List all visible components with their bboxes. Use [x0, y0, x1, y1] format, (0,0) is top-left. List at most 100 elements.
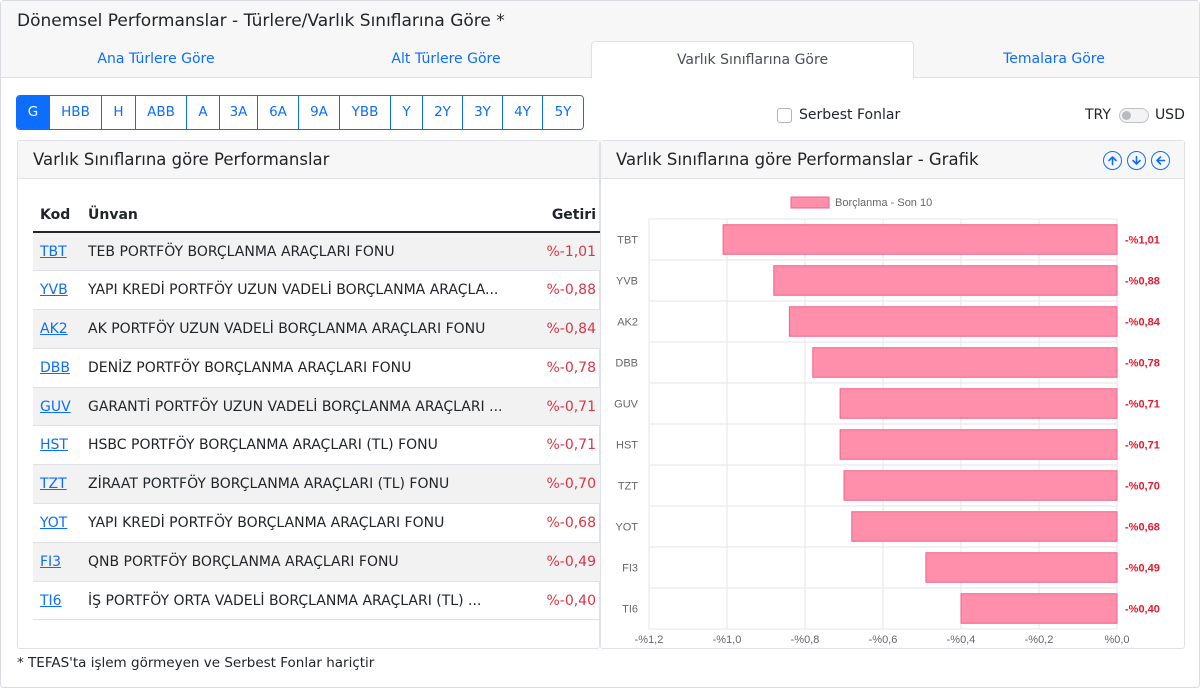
arrow-up-circle-icon[interactable]: [1103, 151, 1122, 170]
fund-code-cell: HST: [33, 425, 81, 466]
table-row: FI3 QNB PORTFÖY BORÇLANMA ARAÇLARI FONU %-…: [33, 542, 603, 582]
y-category-label: AK2: [617, 317, 638, 329]
period-button-4y[interactable]: 4Y: [503, 96, 543, 129]
fund-code-link[interactable]: YVB: [40, 282, 68, 299]
fund-return-cell: %-1,01: [523, 232, 603, 272]
fund-name-cell: İŞ PORTFÖY ORTA VADELİ BORÇLANMA ARAÇLAR…: [81, 581, 523, 621]
column-header-getiri[interactable]: Getiri: [523, 199, 603, 233]
fund-return-cell: %-0,71: [523, 387, 603, 427]
bar-value-label: -%0,68: [1125, 522, 1160, 534]
period-button-3y[interactable]: 3Y: [463, 96, 503, 129]
fund-return-cell: %-0,40: [523, 581, 603, 621]
y-category-label: TI6: [622, 604, 638, 616]
table-panel-title: Varlık Sınıflarına göre Performanslar: [33, 150, 330, 169]
table-row: TI6 İŞ PORTFÖY ORTA VADELİ BORÇLANMA ARAÇ…: [33, 581, 603, 621]
tab-alt-turler[interactable]: Alt Türlere Göre: [391, 51, 501, 67]
card-header: Dönemsel Performanslar - Türlere/Varlık …: [1, 1, 1199, 79]
serbest-fonlar-checkbox[interactable]: [777, 107, 792, 123]
fund-name-cell: AK PORTFÖY UZUN VADELİ BORÇLANMA ARAÇLAR…: [81, 309, 523, 349]
performance-table: Kod Ünvan Getiri TBT TEB PORTFÖY BORÇLANM…: [33, 199, 603, 621]
column-header-kod[interactable]: Kod: [33, 199, 81, 233]
fund-return-cell: %-0,78: [523, 348, 603, 388]
x-tick-label: -%1,0: [713, 634, 742, 646]
fund-return-cell: %-0,71: [523, 425, 603, 466]
period-button-hbb[interactable]: HBB: [50, 96, 102, 129]
x-tick-label: -%0,6: [869, 634, 898, 646]
fund-name-cell: DENİZ PORTFÖY BORÇLANMA ARAÇLARI FONU: [81, 348, 523, 388]
fund-code-link[interactable]: HST: [40, 437, 68, 454]
fund-name-cell: TEB PORTFÖY BORÇLANMA ARAÇLARI FONU: [81, 232, 523, 272]
period-button-3a[interactable]: 3A: [220, 96, 258, 129]
table-row: TBT TEB PORTFÖY BORÇLANMA ARAÇLARI FONU %-…: [33, 232, 603, 272]
period-button-g[interactable]: G: [17, 96, 50, 129]
table-panel: Varlık Sınıflarına göre Performanslar Ko…: [17, 140, 603, 649]
x-tick-label: -%0,2: [1025, 634, 1054, 646]
bar-value-label: -%0,71: [1125, 399, 1160, 411]
bar-value-label: -%1,01: [1125, 235, 1160, 247]
bar-value-label: -%0,78: [1125, 358, 1160, 370]
fund-code-link[interactable]: TBT: [40, 243, 67, 260]
x-tick-label: -%1,2: [635, 634, 664, 646]
bar-yvb: [773, 265, 1118, 296]
fund-code-link[interactable]: AK2: [40, 320, 68, 337]
fund-code-link[interactable]: TI6: [40, 592, 62, 609]
period-button-group: G HBB H ABB A 3A 6A 9A YBB Y 2Y 3Y 4Y 5Y: [16, 95, 584, 130]
y-category-label: YVB: [616, 276, 638, 288]
fund-code-link[interactable]: FI3: [40, 553, 62, 570]
bar-value-label: -%0,71: [1125, 440, 1160, 452]
fund-code-cell: TZT: [33, 464, 81, 505]
bar-hst: [839, 429, 1118, 460]
tab-temalar[interactable]: Temalara Göre: [1003, 51, 1105, 67]
arrow-left-circle-icon[interactable]: [1151, 151, 1170, 170]
bar-value-label: -%0,70: [1125, 481, 1160, 493]
table-row: AK2 AK PORTFÖY UZUN VADELİ BORÇLANMA ARAÇ…: [33, 309, 603, 349]
fund-code-link[interactable]: GUV: [40, 398, 71, 415]
bar-guv: [839, 388, 1118, 419]
bar-chart: -%1,2 -%1,0 -%0,8 -%0,6 -%0,4 -%0,2 %0,0 Borçla…: [614, 196, 1161, 646]
period-button-a[interactable]: A: [187, 96, 220, 129]
table-row: TZT ZİRAAT PORTFÖY BORÇLANMA ARAÇLARI (TL…: [33, 464, 603, 505]
bar-tbt: [722, 224, 1118, 255]
fund-code-link[interactable]: YOT: [40, 514, 68, 531]
period-button-abb[interactable]: ABB: [136, 96, 187, 129]
fund-name-cell: HSBC PORTFÖY BORÇLANMA ARAÇLARI (TL) FON…: [81, 425, 523, 466]
currency-toggle[interactable]: [1118, 107, 1149, 123]
tab-varlik-siniflari[interactable]: Varlık Sınıflarına Göre: [591, 41, 914, 79]
chart-panel: Varlık Sınıflarına göre Performanslar - …: [600, 140, 1185, 649]
table-row: YVB YAPI KREDİ PORTFÖY UZUN VADELİ BORÇLA…: [33, 270, 603, 311]
fund-return-cell: %-0,84: [523, 309, 603, 349]
fund-code-link[interactable]: TZT: [40, 476, 67, 493]
table-panel-header: Varlık Sınıflarına göre Performanslar: [18, 141, 599, 179]
bar-value-label: -%0,40: [1125, 604, 1160, 616]
table-row: HST HSBC PORTFÖY BORÇLANMA ARAÇLARI (TL) …: [33, 425, 603, 466]
y-category-label: DBB: [615, 358, 638, 370]
currency-try-label: TRY: [1085, 107, 1111, 123]
period-button-h[interactable]: H: [102, 96, 136, 129]
fund-code-cell: AK2: [33, 309, 81, 349]
tab-ana-turler[interactable]: Ana Türlere Göre: [97, 51, 215, 67]
fund-code-cell: YVB: [33, 270, 81, 311]
fund-return-cell: %-0,88: [523, 270, 603, 311]
footnote: * TEFAS'ta işlem görmeyen ve Serbest Fon…: [17, 655, 375, 671]
column-header-unvan[interactable]: Ünvan: [81, 199, 523, 233]
bar-yot: [851, 511, 1118, 542]
period-button-ybb[interactable]: YBB: [340, 96, 391, 129]
period-button-6a[interactable]: 6A: [258, 96, 299, 129]
period-button-5y[interactable]: 5Y: [543, 96, 583, 129]
fund-code-link[interactable]: DBB: [40, 359, 70, 376]
page-title: Dönemsel Performanslar - Türlere/Varlık …: [17, 11, 505, 31]
y-category-label: YOT: [615, 522, 638, 534]
chart-panel-title: Varlık Sınıflarına göre Performanslar - …: [616, 150, 979, 169]
arrow-down-circle-icon[interactable]: [1127, 151, 1146, 170]
period-button-y[interactable]: Y: [391, 96, 423, 129]
fund-return-cell: %-0,49: [523, 542, 603, 582]
period-button-9a[interactable]: 9A: [299, 96, 340, 129]
x-tick-label: %0,0: [1104, 634, 1129, 646]
period-button-2y[interactable]: 2Y: [423, 96, 463, 129]
bar-value-label: -%0,84: [1125, 317, 1161, 329]
x-tick-label: -%0,4: [947, 634, 976, 646]
chart-panel-header: Varlık Sınıflarına göre Performanslar - …: [601, 141, 1184, 179]
fund-name-cell: ZİRAAT PORTFÖY BORÇLANMA ARAÇLARI (TL) F…: [81, 464, 523, 505]
bar-ak2: [788, 306, 1118, 337]
